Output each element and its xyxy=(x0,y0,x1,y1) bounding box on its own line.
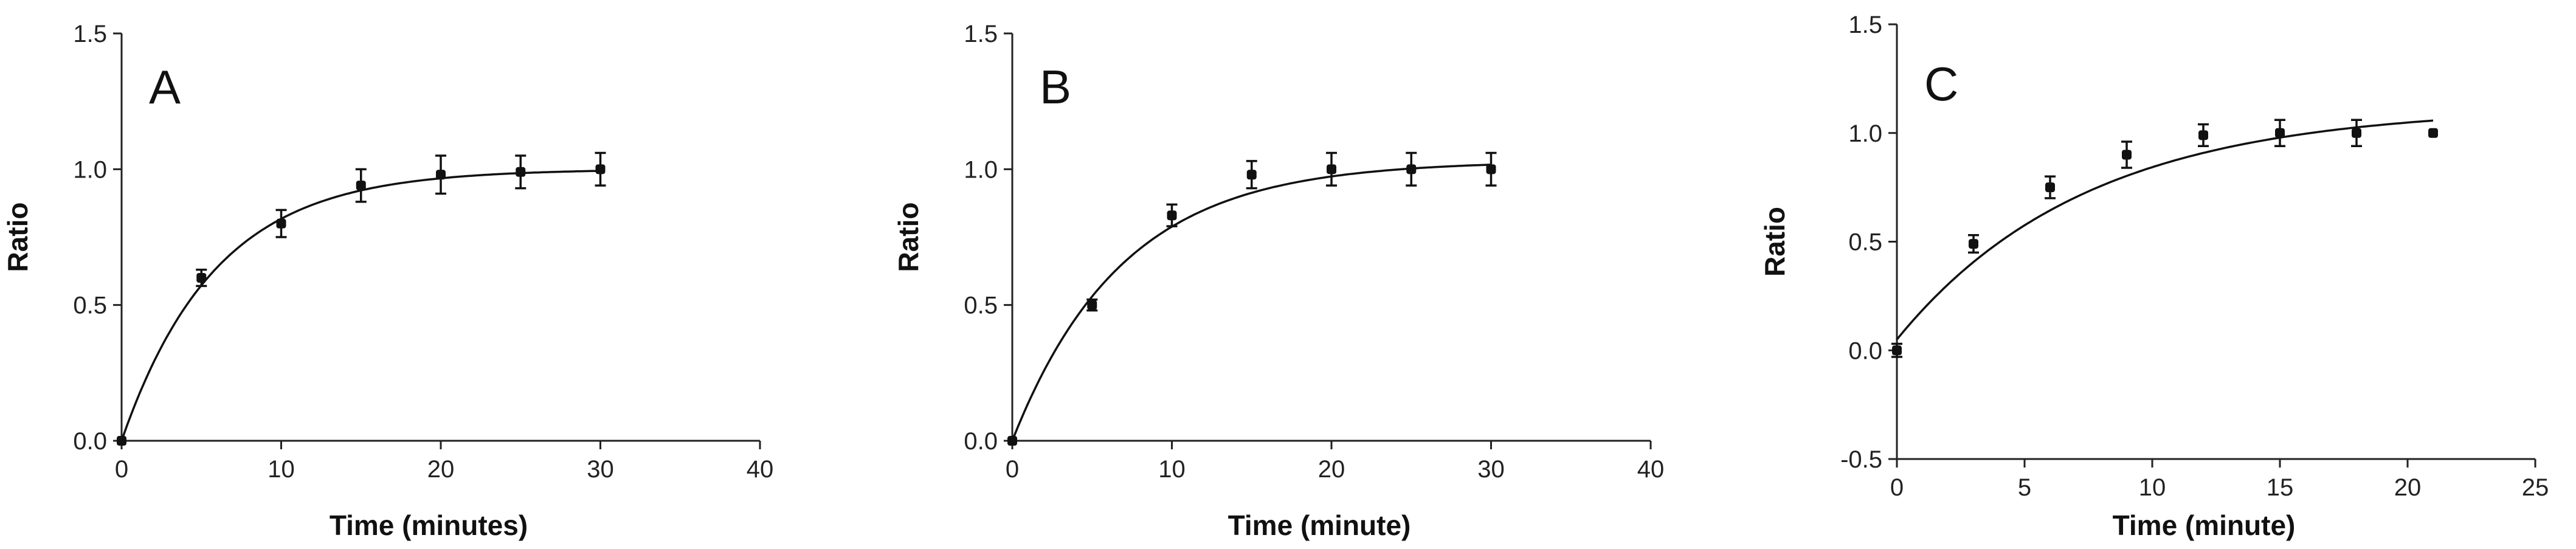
y-tick-label: 1.0 xyxy=(1848,120,1882,147)
fit-curve xyxy=(120,170,601,441)
x-tick-label: 0 xyxy=(1006,456,1019,483)
data-point xyxy=(1007,436,1017,446)
data-point xyxy=(276,218,286,229)
x-axis-title: Time (minute) xyxy=(2113,509,2296,541)
y-axis-title: Ratio xyxy=(1759,207,1790,277)
data-point xyxy=(595,164,606,174)
x-axis-title: Time (minutes) xyxy=(330,509,528,541)
panel-letter: C xyxy=(1924,57,1958,111)
x-tick-label: 5 xyxy=(2018,474,2031,501)
y-tick-label: 0.5 xyxy=(1848,229,1882,256)
panel-a-chart: 0 10 20 30 40 0.0 0.5 1.0 1.5 Time (minutes) Ratio… xyxy=(2,21,773,541)
data-point xyxy=(2428,128,2438,138)
y-tick-label: 1.5 xyxy=(964,21,998,47)
data-point xyxy=(2122,150,2132,160)
x-axis-title: Time (minute) xyxy=(1228,509,1411,541)
x-tick-label: 20 xyxy=(1318,456,1345,483)
data-point xyxy=(1246,170,1257,180)
y-tick-label: 0.5 xyxy=(73,292,107,319)
x-tick-label: 10 xyxy=(268,456,295,483)
data-point xyxy=(1087,300,1097,310)
data-point xyxy=(1327,164,1336,174)
y-tick-label: 0.0 xyxy=(73,428,107,455)
panel-b-chart: 0 10 20 30 40 0.0 0.5 1.0 1.5 Time (minute) Ratio B xyxy=(893,21,1664,541)
panel-c-chart: 0 5 10 15 20 25 -0.5 0.0 0.5 1.0 1.5 Time (minute) R… xyxy=(1759,12,2549,541)
x-tick-label: 10 xyxy=(2139,474,2166,501)
fit-curve xyxy=(1896,119,2434,340)
data-point xyxy=(436,170,446,180)
x-tick-label: 10 xyxy=(1158,456,1186,483)
data-point xyxy=(356,181,366,191)
y-tick-label: 0.0 xyxy=(964,428,998,455)
data-point xyxy=(516,167,526,177)
data-point xyxy=(1406,164,1417,174)
x-tick-label: 30 xyxy=(587,456,614,483)
y-axis-title: Ratio xyxy=(893,202,924,272)
data-point xyxy=(1167,210,1177,221)
x-tick-label: 20 xyxy=(2394,474,2422,501)
x-tick-label: 40 xyxy=(747,456,774,483)
panel-letter: A xyxy=(149,60,181,114)
data-point xyxy=(117,436,126,446)
x-tick-label: 40 xyxy=(1637,456,1665,483)
data-point xyxy=(2275,128,2285,138)
y-axis-title: Ratio xyxy=(2,202,33,272)
y-tick-label: 0.0 xyxy=(1848,337,1882,364)
data-point xyxy=(196,273,207,283)
y-tick-label: 1.0 xyxy=(73,156,107,183)
data-point xyxy=(1969,239,1978,249)
y-tick-label: 1.5 xyxy=(1848,12,1882,38)
x-tick-label: 15 xyxy=(2267,474,2294,501)
y-tick-label: 0.5 xyxy=(964,292,998,319)
data-point xyxy=(2045,182,2055,193)
y-tick-label: 1.0 xyxy=(964,156,998,183)
data-point xyxy=(1486,164,1496,174)
x-tick-label: 30 xyxy=(1477,456,1505,483)
x-tick-label: 0 xyxy=(1890,474,1904,501)
panel-letter: B xyxy=(1040,60,1071,114)
x-tick-label: 25 xyxy=(2522,474,2549,501)
data-point xyxy=(1892,345,1902,356)
y-tick-label: -0.5 xyxy=(1840,446,1882,473)
fit-curve xyxy=(1011,164,1491,441)
y-tick-label: 1.5 xyxy=(73,21,107,47)
x-tick-label: 0 xyxy=(115,456,128,483)
x-tick-label: 20 xyxy=(427,456,455,483)
data-point xyxy=(2352,128,2361,138)
data-point xyxy=(2198,130,2208,140)
